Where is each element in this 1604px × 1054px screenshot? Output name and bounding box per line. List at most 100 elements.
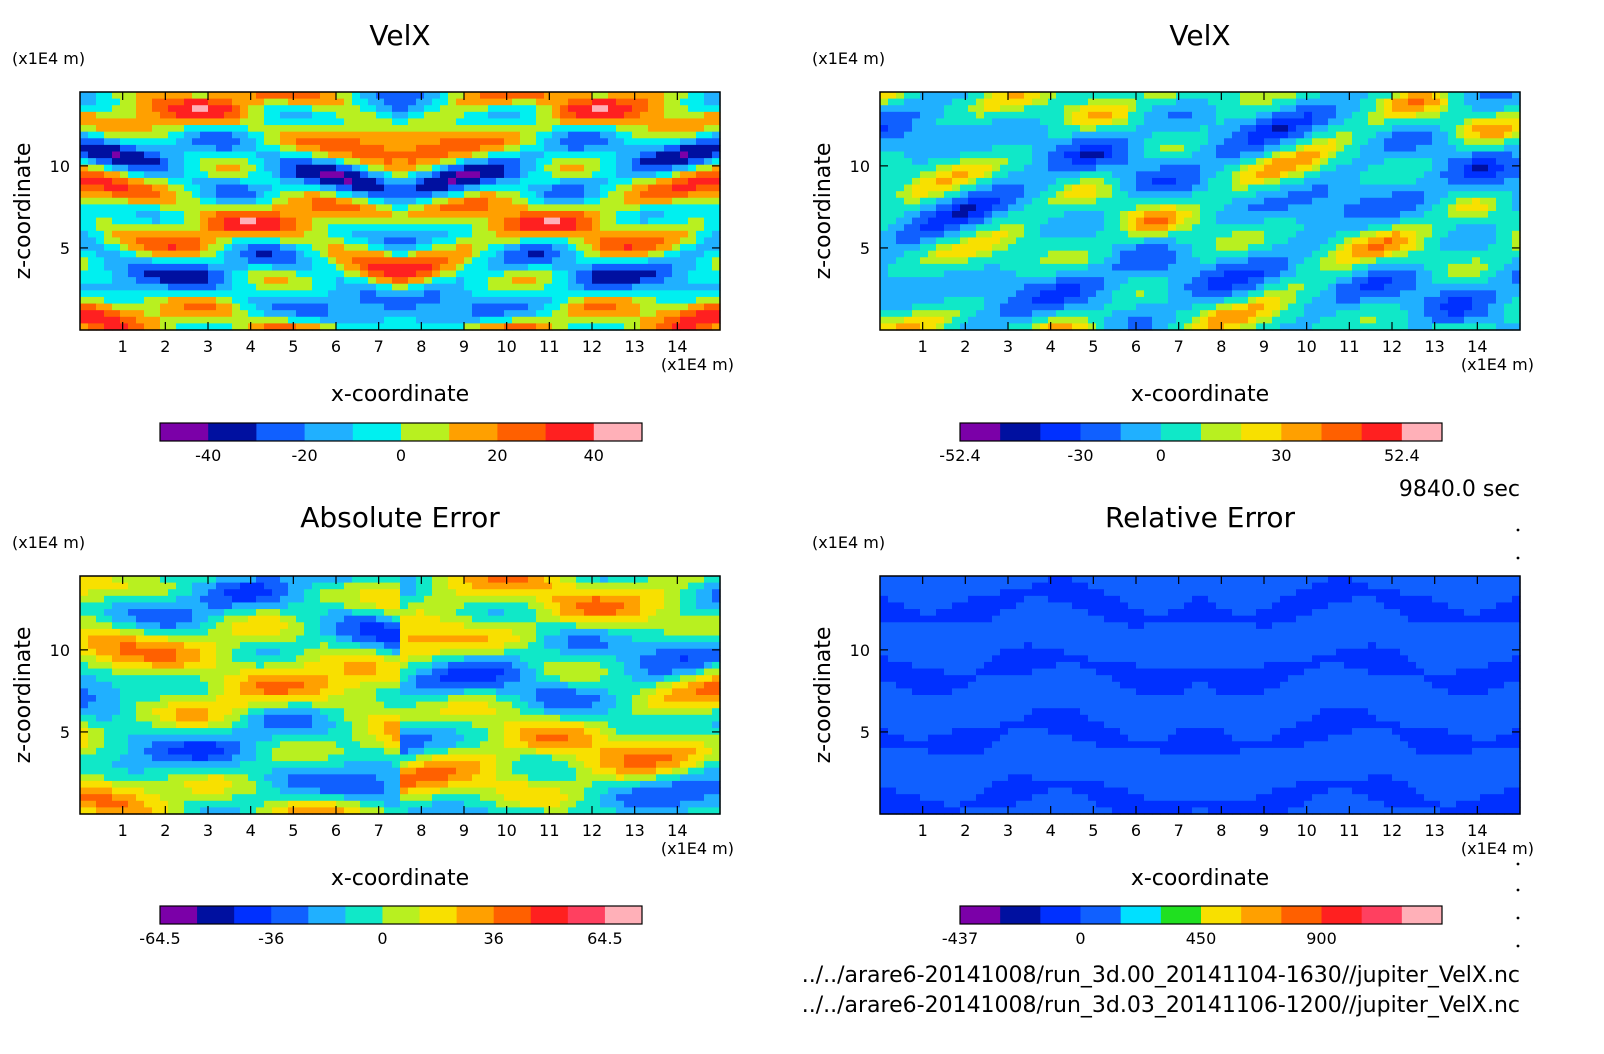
heatmap-cell <box>1208 171 1217 179</box>
heatmap-cell <box>1024 283 1033 291</box>
heatmap-cell <box>1016 316 1025 324</box>
heatmap-cell <box>656 296 665 305</box>
heatmap-cell <box>416 263 425 272</box>
heatmap-cell <box>1120 118 1129 126</box>
heatmap-cell <box>624 323 633 331</box>
heatmap-cell <box>536 250 545 258</box>
heatmap-cell <box>328 270 337 278</box>
heatmap-cell <box>80 211 89 219</box>
heatmap-cell <box>576 151 585 159</box>
heatmap-cell <box>416 296 425 305</box>
heatmap-cell <box>1232 323 1241 331</box>
heatmap-cell <box>568 303 577 311</box>
heatmap-cell <box>632 105 641 113</box>
heatmap-cell <box>1200 244 1209 252</box>
heatmap-cell <box>496 111 505 120</box>
heatmap-cell <box>280 296 289 305</box>
heatmap-cell <box>1080 270 1089 278</box>
heatmap-cell <box>288 105 297 113</box>
heatmap-cell <box>440 310 449 318</box>
heatmap-cell <box>1056 224 1065 232</box>
heatmap-cell <box>416 257 425 265</box>
heatmap-cell <box>1080 191 1089 199</box>
heatmap-cell <box>440 151 449 159</box>
heatmap-cell <box>960 211 969 219</box>
heatmap-cell <box>1064 204 1073 212</box>
heatmap-cell <box>432 303 441 311</box>
heatmap-cell <box>352 316 361 324</box>
heatmap-cell <box>472 197 481 205</box>
heatmap-cell <box>1040 323 1049 331</box>
heatmap-cell <box>560 250 569 258</box>
heatmap-cell <box>320 191 329 199</box>
heatmap-cell <box>384 277 393 285</box>
heatmap-cell <box>1224 98 1233 106</box>
heatmap-cell <box>112 224 121 232</box>
heatmap-cell <box>352 138 361 146</box>
heatmap-cell <box>192 191 201 199</box>
heatmap-cell <box>192 158 201 166</box>
heatmap-cell <box>952 191 961 199</box>
heatmap-cell <box>936 230 945 239</box>
heatmap-cell <box>920 98 929 106</box>
heatmap-cell <box>152 204 161 212</box>
heatmap-cell <box>536 283 545 291</box>
heatmap-cell <box>200 237 209 245</box>
heatmap-cell <box>568 138 577 146</box>
heatmap-cell <box>1088 151 1097 159</box>
heatmap-cell <box>616 230 625 239</box>
heatmap-cell <box>376 303 385 311</box>
heatmap-cell <box>552 303 561 311</box>
heatmap-cell <box>1088 250 1097 258</box>
heatmap-cell <box>616 98 625 106</box>
heatmap-cell <box>1280 138 1289 146</box>
heatmap-cell <box>128 237 137 245</box>
heatmap-cell <box>1208 144 1217 153</box>
heatmap-cell <box>488 184 497 192</box>
heatmap-cell <box>1120 270 1129 278</box>
heatmap-cell <box>1112 263 1121 272</box>
heatmap-cell <box>1080 310 1089 318</box>
heatmap-cell <box>176 105 185 113</box>
heatmap-cell <box>1256 263 1265 272</box>
heatmap-cell <box>440 283 449 291</box>
heatmap-cell <box>328 217 337 225</box>
heatmap-cell <box>160 158 169 166</box>
heatmap-cell <box>400 211 409 219</box>
heatmap-cell <box>896 310 905 318</box>
heatmap-cell <box>232 277 241 285</box>
heatmap-cell <box>1024 237 1033 245</box>
heatmap-cell <box>1112 158 1121 166</box>
heatmap-cell <box>1304 310 1313 318</box>
heatmap-cell <box>592 98 601 106</box>
heatmap-cell <box>544 98 553 106</box>
heatmap-cell <box>968 125 977 133</box>
heatmap-cell <box>880 237 889 245</box>
heatmap-cell <box>696 263 705 272</box>
heatmap-cell <box>592 316 601 324</box>
heatmap-cell <box>664 197 673 205</box>
heatmap-cell <box>1080 250 1089 258</box>
heatmap-cell <box>160 164 169 172</box>
heatmap-cell <box>528 125 537 133</box>
heatmap-cell <box>496 98 505 106</box>
heatmap-cell <box>320 224 329 232</box>
heatmap-cell <box>168 164 177 172</box>
heatmap-cell <box>304 290 313 298</box>
heatmap-cell <box>1320 184 1329 192</box>
heatmap-cell <box>1016 144 1025 153</box>
heatmap-cell <box>128 224 137 232</box>
heatmap-cell <box>352 211 361 219</box>
heatmap-cell <box>624 151 633 159</box>
heatmap-cell <box>496 310 505 318</box>
heatmap-cell <box>336 204 345 212</box>
heatmap-cell <box>912 158 921 166</box>
heatmap-cell <box>1312 296 1321 305</box>
heatmap-cell <box>392 277 401 285</box>
heatmap-cell <box>328 244 337 252</box>
heatmap-cell <box>920 257 929 265</box>
heatmap-cell <box>1216 118 1225 126</box>
heatmap-cell <box>576 230 585 239</box>
heatmap-cell <box>992 125 1001 133</box>
heatmap-cell <box>176 263 185 272</box>
